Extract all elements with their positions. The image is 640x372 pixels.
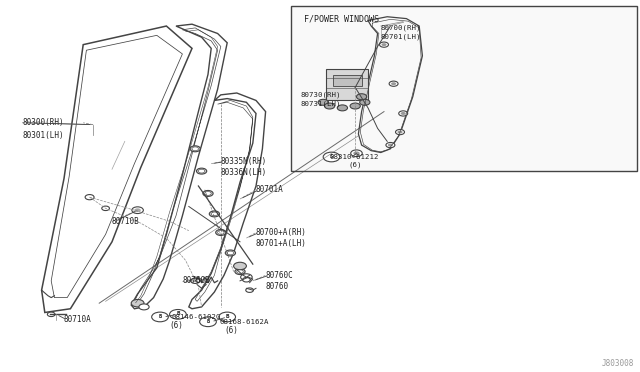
Text: S: S [330, 154, 333, 159]
Circle shape [235, 269, 245, 275]
Circle shape [351, 150, 362, 157]
Circle shape [356, 94, 367, 100]
Text: 08310-61212: 08310-61212 [330, 154, 379, 160]
Text: 80760: 80760 [266, 282, 289, 291]
Circle shape [227, 251, 234, 255]
Text: 80700(RH): 80700(RH) [381, 25, 421, 31]
Text: 80710B: 80710B [112, 217, 140, 226]
Circle shape [337, 105, 348, 111]
Circle shape [246, 288, 253, 292]
Circle shape [200, 317, 216, 327]
Text: 80701A: 80701A [256, 185, 284, 194]
Circle shape [318, 99, 328, 105]
Circle shape [132, 207, 143, 214]
Text: 80336N(LH): 80336N(LH) [221, 169, 267, 177]
Circle shape [211, 212, 218, 216]
Text: F/POWER WINDOWS: F/POWER WINDOWS [304, 15, 379, 24]
Circle shape [399, 111, 408, 116]
Text: 80301(LH): 80301(LH) [22, 131, 64, 140]
Text: 80701+A(LH): 80701+A(LH) [256, 239, 307, 248]
Circle shape [203, 190, 213, 196]
Circle shape [391, 82, 396, 85]
Text: 80700+A(RH): 80700+A(RH) [256, 228, 307, 237]
Circle shape [152, 312, 168, 322]
Text: B: B [207, 319, 209, 324]
Bar [291, 6, 637, 171]
Circle shape [139, 304, 149, 310]
Circle shape [198, 169, 205, 173]
Text: 80760C: 80760C [266, 271, 293, 280]
Circle shape [192, 147, 198, 151]
Circle shape [219, 312, 236, 322]
Circle shape [380, 42, 388, 47]
Text: 80731(LH): 80731(LH) [301, 101, 341, 108]
Circle shape [134, 208, 141, 212]
Circle shape [401, 112, 406, 115]
Text: (6): (6) [349, 161, 362, 168]
Circle shape [241, 274, 252, 280]
Circle shape [237, 270, 243, 273]
Text: 80710A: 80710A [64, 315, 92, 324]
Circle shape [225, 250, 236, 256]
Text: (6): (6) [224, 326, 238, 335]
Bar [333, 75, 362, 86]
Text: (6): (6) [170, 321, 184, 330]
Circle shape [353, 151, 360, 155]
Text: 08168-6162A: 08168-6162A [220, 319, 269, 325]
Circle shape [360, 99, 370, 105]
Circle shape [396, 129, 404, 135]
Circle shape [131, 299, 144, 307]
Text: B: B [176, 311, 180, 317]
Circle shape [216, 230, 226, 235]
Circle shape [209, 211, 220, 217]
Circle shape [191, 278, 200, 283]
Text: 80335N(RH): 80335N(RH) [221, 157, 267, 166]
Circle shape [323, 152, 340, 162]
Text: 80701(LH): 80701(LH) [381, 34, 421, 41]
Circle shape [397, 131, 403, 134]
Circle shape [234, 262, 246, 270]
Text: 80730(RH): 80730(RH) [301, 92, 341, 98]
Circle shape [386, 142, 395, 148]
Circle shape [243, 278, 250, 282]
Circle shape [196, 168, 207, 174]
Bar [326, 69, 368, 100]
Circle shape [102, 206, 109, 211]
Circle shape [324, 103, 335, 109]
Circle shape [388, 144, 393, 147]
Text: 08146-6102G: 08146-6102G [172, 314, 221, 320]
Circle shape [205, 192, 211, 195]
Text: B: B [225, 314, 229, 319]
Circle shape [389, 81, 398, 86]
Circle shape [190, 146, 200, 152]
Text: 80300(RH): 80300(RH) [22, 118, 64, 127]
Circle shape [381, 43, 387, 46]
Text: B: B [159, 314, 161, 319]
Text: 80760B: 80760B [182, 276, 210, 285]
Circle shape [85, 195, 94, 200]
Circle shape [170, 310, 186, 319]
Circle shape [350, 103, 360, 109]
Circle shape [47, 312, 55, 317]
Circle shape [218, 231, 224, 234]
Text: J803008: J803008 [601, 359, 634, 368]
